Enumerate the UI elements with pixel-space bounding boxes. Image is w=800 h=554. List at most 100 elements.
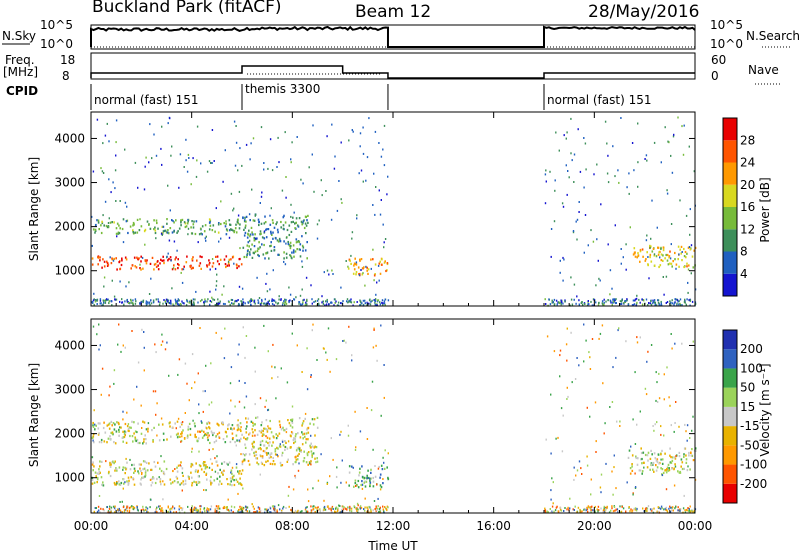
data-cell: [176, 470, 179, 473]
data-cell: [673, 430, 675, 433]
data-cell: [111, 431, 114, 434]
data-cell: [96, 333, 98, 336]
data-cell: [265, 460, 267, 463]
data-cell: [349, 508, 351, 511]
data-cell: [192, 266, 194, 270]
data-cell: [669, 262, 671, 265]
data-cell: [267, 167, 269, 170]
data-cell: [113, 221, 115, 224]
data-cell: [145, 302, 147, 305]
data-cell: [332, 458, 334, 461]
data-cell: [107, 222, 110, 224]
data-cell: [383, 241, 385, 244]
data-cell: [290, 244, 292, 248]
data-cell: [243, 228, 245, 231]
data-cell: [191, 258, 193, 261]
data-cell: [301, 244, 304, 247]
data-cell: [296, 248, 298, 251]
data-cell: [282, 302, 284, 305]
data-cell: [208, 508, 210, 511]
data-cell: [644, 158, 646, 160]
data-cell: [370, 471, 372, 474]
data-cell: [323, 508, 325, 511]
data-cell: [208, 228, 211, 231]
data-cell: [184, 225, 187, 229]
data-cell: [350, 507, 353, 510]
data-cell: [96, 478, 99, 481]
data-cell: [92, 435, 95, 438]
data-cell: [680, 252, 682, 255]
data-cell: [240, 508, 243, 511]
data-cell: [663, 508, 665, 511]
data-cell: [240, 472, 243, 475]
data-cell: [678, 471, 681, 474]
data-cell: [177, 267, 179, 270]
data-cell: [660, 248, 662, 250]
data-cell: [109, 256, 111, 259]
data-cell: [633, 247, 636, 250]
data-cell: [219, 475, 221, 478]
data-cell: [179, 425, 181, 428]
data-cell: [247, 232, 249, 235]
data-cell: [326, 300, 328, 303]
data-cell: [95, 223, 97, 227]
data-cell: [666, 468, 668, 471]
data-cell: [352, 272, 355, 275]
data-cell: [252, 445, 254, 448]
data-cell: [264, 215, 266, 218]
colorbar-tick-label: 15: [740, 400, 755, 414]
data-cell: [662, 471, 665, 474]
data-cell: [170, 259, 172, 262]
data-cell: [564, 507, 566, 509]
data-cell: [643, 466, 645, 469]
data-cell: [251, 299, 254, 302]
data-cell: [235, 141, 238, 144]
data-cell: [656, 510, 658, 513]
data-cell: [381, 299, 384, 302]
data-cell: [222, 180, 224, 183]
data-cell: [269, 245, 271, 248]
data-cell: [373, 279, 375, 282]
data-cell: [345, 481, 347, 484]
data-cell: [601, 324, 604, 327]
data-cell: [184, 362, 187, 365]
data-cell: [271, 169, 274, 172]
data-cell: [296, 224, 299, 227]
data-cell: [352, 466, 354, 469]
data-cell: [603, 509, 605, 512]
data-cell: [687, 465, 689, 468]
data-cell: [334, 301, 336, 304]
data-cell: [199, 430, 201, 433]
data-cell: [673, 301, 676, 304]
data-cell: [579, 508, 581, 511]
data-cell: [666, 259, 669, 262]
data-cell: [330, 509, 332, 512]
data-cell: [364, 506, 366, 509]
data-cell: [161, 232, 164, 235]
data-cell: [355, 263, 358, 266]
data-cell: [157, 264, 159, 267]
data-cell: [671, 299, 673, 302]
data-cell: [251, 428, 254, 431]
data-cell: [243, 458, 246, 461]
data-cell: [634, 486, 637, 488]
data-cell: [208, 263, 210, 266]
data-cell: [689, 437, 691, 439]
data-cell: [291, 426, 294, 429]
data-cell: [236, 439, 238, 442]
data-cell: [294, 227, 296, 230]
data-cell: [233, 479, 235, 482]
data-cell: [641, 248, 644, 251]
data-cell: [142, 267, 144, 270]
data-cell: [647, 304, 649, 306]
data-cell: [242, 301, 245, 304]
data-cell: [230, 399, 232, 402]
data-cell: [353, 485, 355, 488]
data-cell: [676, 299, 679, 302]
data-cell: [302, 460, 305, 463]
data-cell: [553, 298, 556, 301]
data-cell: [264, 221, 267, 224]
data-cell: [213, 160, 215, 162]
data-cell: [277, 447, 279, 450]
